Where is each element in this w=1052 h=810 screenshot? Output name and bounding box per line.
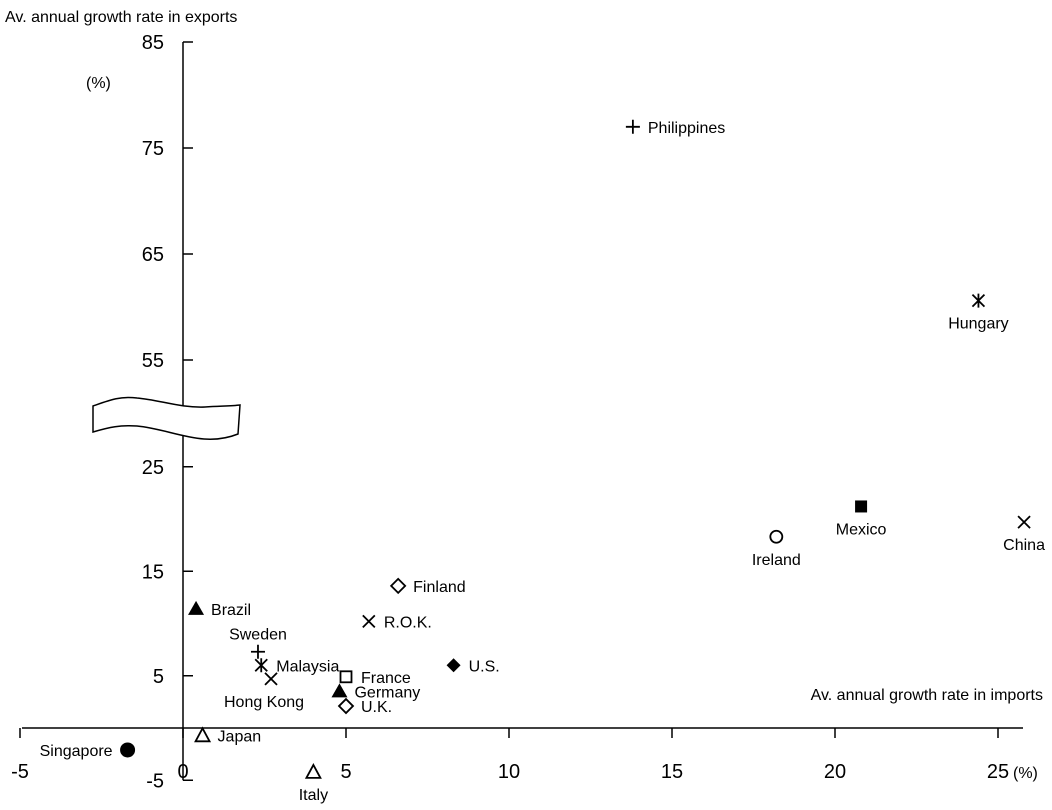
- point-philippines: Philippines: [625, 119, 725, 137]
- point-label: Hong Kong: [224, 694, 304, 711]
- point-label: Ireland: [752, 552, 801, 569]
- y-tick-label: 5: [153, 666, 164, 688]
- y-tick-label: 55: [142, 350, 164, 372]
- x-tick-label: 20: [824, 761, 846, 783]
- y-tick-label: -5: [146, 770, 164, 792]
- y-tick-label: 85: [142, 32, 164, 54]
- x-tick-label: 0: [177, 761, 188, 783]
- point-germany: Germany: [331, 683, 420, 701]
- x-axis-unit: (%): [1013, 765, 1038, 782]
- point-label: Sweden: [229, 627, 287, 644]
- point-label: Italy: [299, 787, 328, 804]
- x-tick-label: 10: [498, 761, 520, 783]
- point-finland: Finland: [389, 577, 466, 596]
- y-axis-title: Av. annual growth rate in exports: [5, 9, 237, 26]
- x-axis-title: Av. annual growth rate in imports: [811, 687, 1043, 704]
- y-tick-label: 75: [142, 138, 164, 160]
- point-china: China: [1003, 515, 1045, 554]
- point-u-k: U.K.: [337, 697, 392, 716]
- x-ticks: -5 0 5 10 15 20 25: [11, 728, 1009, 783]
- point-label: France: [361, 670, 411, 687]
- x-tick-label: 15: [661, 761, 683, 783]
- point-sweden: Sweden: [229, 627, 287, 659]
- point-label: Japan: [218, 728, 262, 745]
- point-label: Hungary: [948, 316, 1008, 333]
- point-label: R.O.K.: [384, 614, 432, 631]
- y-tick-label: 25: [142, 457, 164, 479]
- point-japan: Japan: [194, 726, 262, 745]
- point-italy: Italy: [299, 762, 328, 804]
- point-label: Brazil: [211, 602, 251, 619]
- point-r-o-k: R.O.K.: [362, 614, 432, 631]
- point-label: Philippines: [648, 120, 725, 137]
- point-hungary: Hungary: [948, 293, 1009, 333]
- x-tick-label: 25: [987, 761, 1009, 783]
- point-label: Mexico: [836, 521, 887, 538]
- data-points: Philippines Hungary Mexico China Ireland Finl…: [40, 119, 1045, 804]
- point-u-s: U.S.: [446, 658, 500, 675]
- point-label: Finland: [413, 579, 465, 596]
- point-label: China: [1003, 537, 1045, 554]
- y-ticks: -5 5 15 25 55 65 75 85: [142, 32, 193, 792]
- point-label: U.S.: [469, 658, 500, 675]
- y-tick-label: 65: [142, 244, 164, 266]
- point-singapore: Singapore: [40, 742, 136, 760]
- y-tick-label: 15: [142, 561, 164, 583]
- y-axis-break-symbol: [92, 396, 241, 440]
- point-france: France: [339, 670, 411, 687]
- x-tick-label: -5: [11, 761, 29, 783]
- point-malaysia: Malaysia: [254, 658, 339, 675]
- point-mexico: Mexico: [836, 500, 887, 538]
- point-brazil: Brazil: [188, 600, 251, 619]
- x-tick-label: 5: [340, 761, 351, 783]
- point-label: Germany: [354, 684, 420, 701]
- y-axis-unit: (%): [86, 75, 111, 92]
- point-label: U.K.: [361, 699, 392, 716]
- point-label: Malaysia: [276, 658, 339, 675]
- point-label: Singapore: [40, 743, 113, 760]
- point-hong-kong: Hong Kong: [224, 672, 304, 711]
- point-ireland: Ireland: [752, 529, 801, 569]
